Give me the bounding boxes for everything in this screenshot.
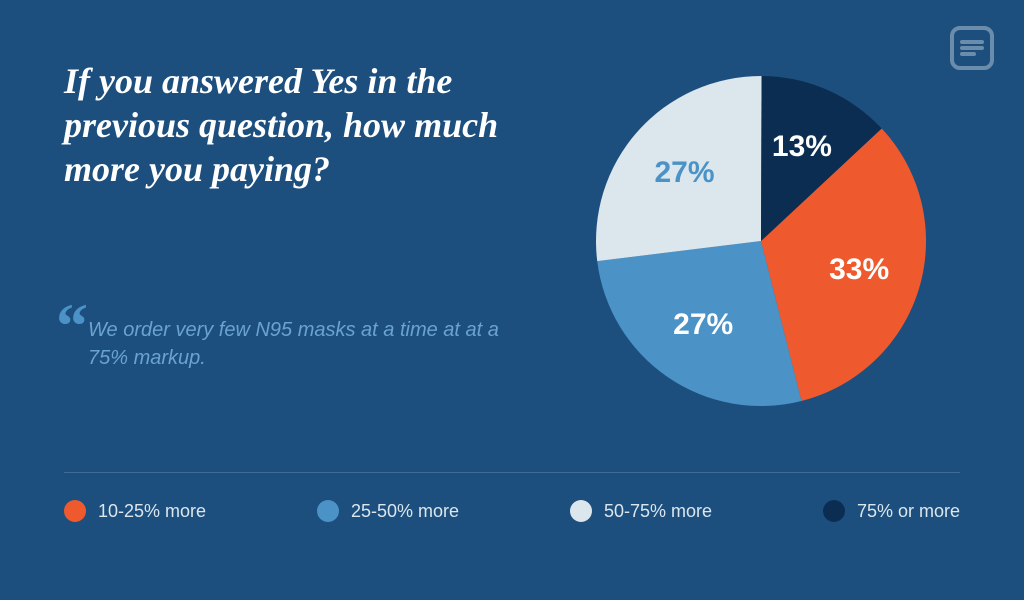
pie-label-d: 13% (772, 130, 832, 164)
pie-label-c: 27% (654, 156, 714, 190)
pie-label-a: 33% (829, 253, 889, 287)
legend-label-b: 25-50% more (351, 501, 459, 522)
legend-swatch-c (570, 500, 592, 522)
legend-item-b: 25-50% more (317, 500, 459, 522)
legend-label-c: 50-75% more (604, 501, 712, 522)
legend-swatch-a (64, 500, 86, 522)
pie-chart: 33% 27% 27% 13% (596, 76, 926, 406)
chart-legend: 10-25% more 25-50% more 50-75% more 75% or … (64, 500, 960, 522)
legend-item-d: 75% or more (823, 500, 960, 522)
brand-logo-icon (948, 24, 996, 72)
divider-line (64, 472, 960, 473)
quote-mark-icon: “ (56, 310, 82, 342)
legend-label-d: 75% or more (857, 501, 960, 522)
legend-label-a: 10-25% more (98, 501, 206, 522)
infographic-canvas: If you answered Yes in the previous ques… (0, 0, 1024, 600)
legend-swatch-b (317, 500, 339, 522)
pie-label-b: 27% (673, 308, 733, 342)
legend-item-a: 10-25% more (64, 500, 206, 522)
legend-swatch-d (823, 500, 845, 522)
legend-item-c: 50-75% more (570, 500, 712, 522)
pull-quote: “ We order very few N95 masks at a time … (88, 316, 508, 372)
quote-text: We order very few N95 masks at a time at… (88, 316, 508, 372)
question-title: If you answered Yes in the previous ques… (64, 60, 524, 192)
